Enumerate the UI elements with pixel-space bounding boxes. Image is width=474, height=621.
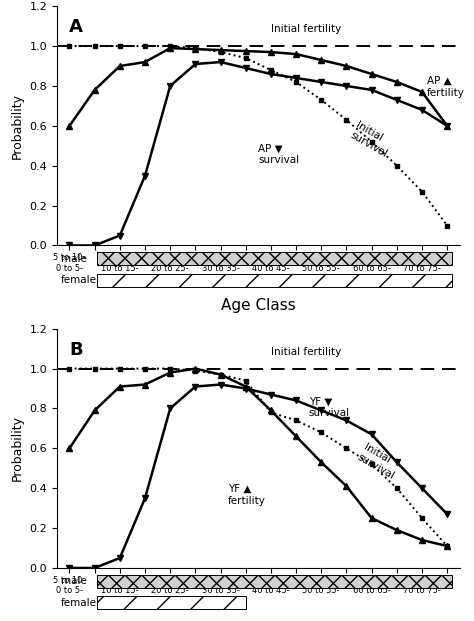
- Text: A: A: [69, 18, 83, 36]
- Text: AP ▲
fertility: AP ▲ fertility: [427, 76, 465, 97]
- Text: male: male: [61, 576, 87, 586]
- Text: AP ▼
survival: AP ▼ survival: [258, 144, 300, 165]
- Y-axis label: Probability: Probability: [11, 415, 24, 481]
- Bar: [97, 596, 246, 609]
- Text: YF ▼
survival: YF ▼ survival: [309, 396, 350, 418]
- Bar: [97, 252, 452, 265]
- Text: YF ▲
fertility: YF ▲ fertility: [228, 484, 266, 506]
- Text: Initial
survival: Initial survival: [356, 442, 402, 482]
- Bar: [97, 574, 452, 587]
- Text: female: female: [61, 275, 97, 285]
- Text: Initial fertility: Initial fertility: [271, 24, 341, 34]
- Text: female: female: [61, 597, 97, 607]
- Bar: [97, 274, 452, 287]
- Text: Initial
survival: Initial survival: [348, 120, 395, 159]
- Y-axis label: Probability: Probability: [11, 93, 24, 159]
- Text: Initial fertility: Initial fertility: [271, 347, 341, 356]
- Text: B: B: [69, 341, 82, 359]
- Text: male: male: [61, 253, 87, 263]
- Text: Age Class: Age Class: [221, 297, 296, 312]
